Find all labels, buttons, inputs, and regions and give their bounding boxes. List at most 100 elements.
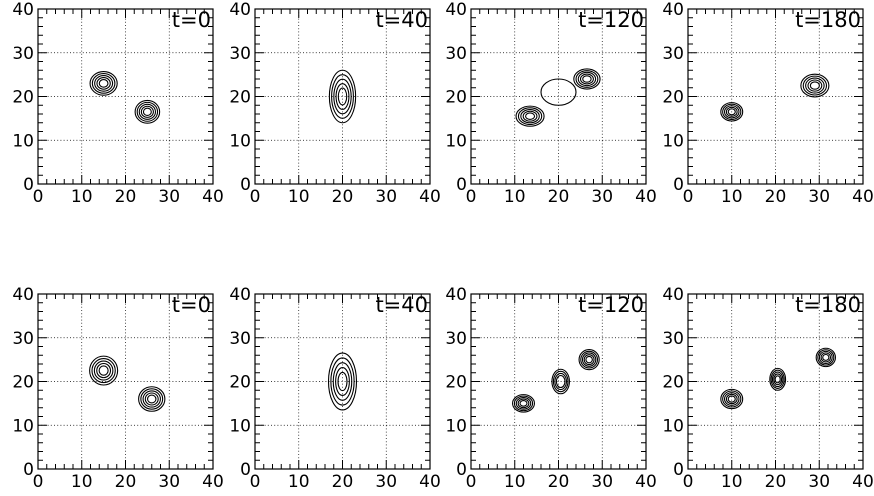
panel-title: t=180: [795, 293, 861, 317]
contour-ring: [809, 81, 820, 90]
contour-panel: 0 10 20 30 40 0 10 20 30 40 t=120: [445, 285, 656, 492]
contour-ring: [330, 357, 355, 406]
contour-ring: [807, 79, 823, 92]
contour-ring: [725, 393, 738, 405]
x-tick-label: 10: [71, 187, 93, 207]
contour-ring: [822, 353, 830, 361]
contour-ring: [580, 350, 599, 369]
x-tick-label: 40: [635, 472, 657, 492]
panel-title: t=120: [578, 8, 644, 32]
contour-ring: [540, 78, 577, 106]
contour-ring: [525, 112, 536, 120]
x-tick-label: 30: [808, 472, 830, 492]
y-tick-label: 0: [23, 175, 34, 195]
contour-ring: [577, 71, 597, 87]
panel-title: t=0: [172, 293, 211, 317]
contour-ring: [332, 362, 353, 401]
y-tick-label: 30: [229, 44, 251, 64]
contour-ring: [581, 352, 597, 367]
y-tick-label: 10: [12, 416, 34, 436]
contour-ring: [140, 105, 154, 118]
y-tick-label: 30: [445, 329, 467, 349]
y-tick-label: 0: [240, 460, 251, 480]
contour-ring: [583, 354, 595, 366]
x-tick-label: 0: [33, 472, 44, 492]
x-tick-label: 10: [288, 187, 310, 207]
contour-ring: [512, 394, 535, 413]
contour-ring: [723, 105, 740, 119]
contour-panel: 0 10 20 30 40 0 10 20 30 40 t=40: [229, 0, 440, 207]
x-tick-label: 40: [202, 472, 224, 492]
contour-panel: 0 10 20 30 40 0 10 20 30 40 t=120: [445, 0, 656, 207]
contour-ring: [327, 352, 358, 411]
contour-ring: [722, 390, 742, 408]
y-tick-label: 20: [445, 88, 467, 108]
y-tick-label: 30: [662, 44, 684, 64]
contour-ring: [725, 106, 738, 117]
x-tick-label: 0: [250, 187, 261, 207]
x-tick-label: 20: [548, 472, 570, 492]
contour-ring: [773, 373, 783, 386]
y-tick-label: 0: [23, 460, 34, 480]
contour-lines: [515, 68, 601, 127]
contour-ring: [138, 386, 166, 412]
contour-ring: [517, 398, 530, 409]
y-tick-label: 20: [229, 88, 251, 108]
x-tick-label: 10: [721, 472, 743, 492]
contour-ring: [522, 110, 538, 122]
contour-ring: [573, 68, 601, 90]
x-tick-label: 10: [288, 472, 310, 492]
y-tick-label: 10: [445, 131, 467, 151]
x-tick-label: 10: [71, 472, 93, 492]
x-tick-label: 10: [504, 187, 526, 207]
contour-ring: [578, 349, 600, 371]
contour-ring: [91, 358, 116, 384]
contour-ring: [89, 355, 119, 386]
x-tick-label: 30: [591, 187, 613, 207]
contour-ring: [520, 108, 540, 124]
contour-ring: [579, 73, 594, 85]
contour-ring: [769, 367, 787, 391]
y-tick-label: 40: [445, 0, 467, 20]
contour-ring: [331, 74, 354, 119]
contour-ring: [144, 392, 159, 406]
y-tick-label: 20: [662, 88, 684, 108]
panel-title: t=0: [172, 8, 211, 32]
contour-ring: [517, 107, 543, 126]
contour-ring: [771, 371, 784, 388]
x-tick-label: 30: [591, 472, 613, 492]
x-tick-label: 0: [683, 472, 694, 492]
contour-ring: [140, 388, 164, 410]
contour-ring: [815, 347, 836, 368]
contour-ring: [337, 371, 348, 392]
y-tick-label: 20: [12, 373, 34, 393]
contour-ring: [96, 77, 111, 90]
y-tick-label: 10: [229, 131, 251, 151]
contour-panel: 0 10 20 30 40 0 10 20 30 40 t=40: [229, 285, 440, 492]
x-tick-label: 20: [765, 187, 787, 207]
contour-lines: [89, 355, 166, 412]
x-tick-label: 30: [375, 187, 397, 207]
y-tick-label: 30: [12, 44, 34, 64]
y-tick-label: 20: [445, 373, 467, 393]
y-tick-label: 20: [12, 88, 34, 108]
x-tick-label: 30: [808, 187, 830, 207]
contour-ring: [136, 101, 159, 122]
x-tick-label: 30: [158, 472, 180, 492]
contour-ring: [802, 75, 828, 96]
y-tick-label: 10: [662, 131, 684, 151]
contour-ring: [552, 370, 569, 393]
contour-panel: 0 10 20 30 40 0 10 20 30 40 t=0: [12, 0, 223, 207]
y-tick-label: 40: [229, 285, 251, 305]
contour-ring: [91, 73, 116, 94]
contour-ring: [585, 355, 593, 364]
contour-panel: 0 10 20 30 40 0 10 20 30 40 t=180: [662, 285, 873, 492]
panel-title: t=40: [375, 8, 428, 32]
x-tick-label: 30: [375, 472, 397, 492]
y-tick-label: 40: [12, 285, 34, 305]
x-tick-label: 20: [332, 472, 354, 492]
x-tick-label: 10: [504, 472, 526, 492]
x-tick-label: 20: [765, 472, 787, 492]
contour-ring: [722, 103, 742, 120]
y-tick-label: 30: [662, 329, 684, 349]
